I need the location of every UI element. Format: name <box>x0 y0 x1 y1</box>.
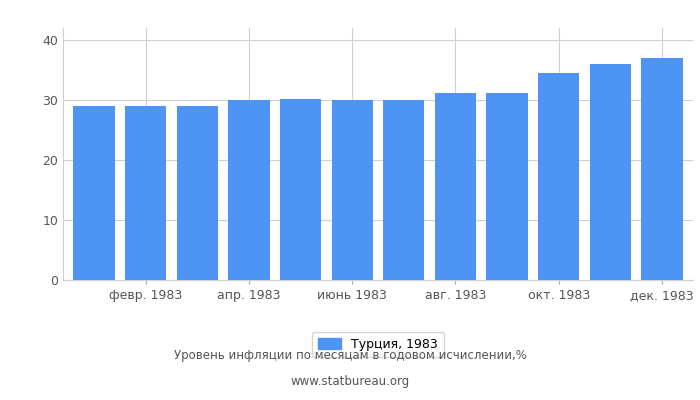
Bar <box>383 100 424 280</box>
Bar <box>125 106 167 280</box>
Bar <box>228 100 270 280</box>
Text: www.statbureau.org: www.statbureau.org <box>290 376 410 388</box>
Bar <box>538 73 580 280</box>
Bar <box>589 64 631 280</box>
Legend: Турция, 1983: Турция, 1983 <box>312 332 444 357</box>
Bar <box>332 100 373 280</box>
Bar <box>280 99 321 280</box>
Bar <box>641 58 682 280</box>
Bar <box>176 106 218 280</box>
Bar <box>74 106 115 280</box>
Bar <box>435 93 476 280</box>
Bar <box>486 93 528 280</box>
Text: Уровень инфляции по месяцам в годовом исчислении,%: Уровень инфляции по месяцам в годовом ис… <box>174 350 526 362</box>
